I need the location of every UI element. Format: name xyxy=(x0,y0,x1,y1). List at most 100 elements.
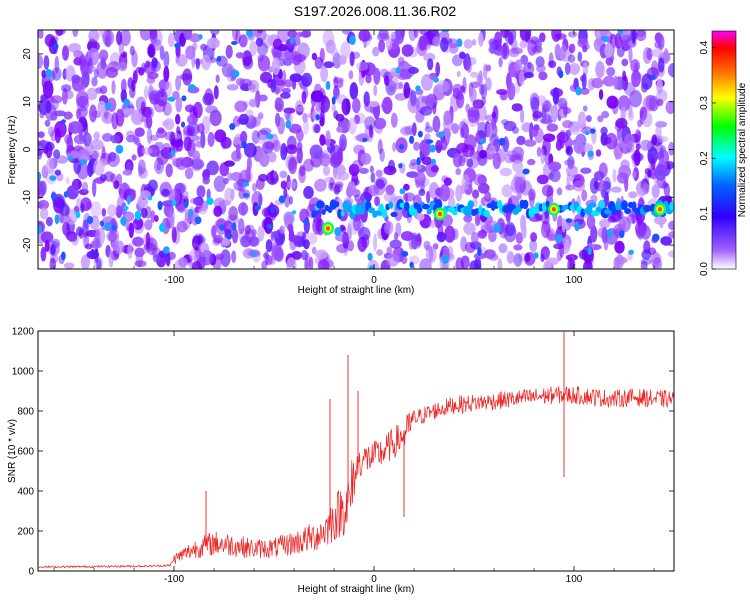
noise-blob xyxy=(657,57,665,73)
noise-blob xyxy=(601,110,610,119)
noise-blob xyxy=(53,110,66,117)
noise-blob xyxy=(467,106,480,123)
noise-blob xyxy=(430,158,436,165)
noise-blob xyxy=(616,172,629,184)
noise-blob xyxy=(587,77,595,91)
noise-blob xyxy=(564,62,571,75)
noise-blob xyxy=(634,129,641,146)
noise-blob xyxy=(601,188,606,199)
noise-blob xyxy=(123,98,131,107)
noise-blob xyxy=(195,58,200,70)
noise-blob xyxy=(655,124,662,140)
noise-blob xyxy=(577,111,587,129)
noise-blob xyxy=(551,30,562,42)
noise-blob xyxy=(86,87,98,101)
noise-blob xyxy=(205,105,218,114)
noise-blob xyxy=(251,228,257,237)
noise-blob xyxy=(284,107,291,121)
noise-blob xyxy=(149,30,158,40)
colorbar-ticks: 0.0 0.1 0.2 0.3 0.4 xyxy=(699,40,716,276)
noise-blob xyxy=(186,128,194,136)
band-point xyxy=(620,200,628,211)
band-point xyxy=(63,191,69,198)
noise-blob xyxy=(108,249,114,268)
noise-blob xyxy=(182,190,189,200)
band-point xyxy=(291,210,297,215)
noise-blob xyxy=(40,231,54,244)
noise-blob xyxy=(168,209,175,224)
noise-blob xyxy=(324,176,336,183)
noise-blob xyxy=(356,61,369,71)
noise-blob xyxy=(529,239,538,253)
noise-blob xyxy=(79,159,88,165)
noise-blob xyxy=(38,30,44,39)
noise-blob xyxy=(582,45,588,53)
noise-blob xyxy=(614,32,622,49)
noise-blob xyxy=(151,57,158,69)
noise-blob xyxy=(138,67,145,76)
noise-blob xyxy=(68,121,82,134)
noise-blob xyxy=(546,123,558,132)
noise-blob xyxy=(45,100,52,114)
noise-blob xyxy=(85,243,93,250)
band-point xyxy=(75,211,81,219)
noise-blob xyxy=(259,151,270,167)
noise-blob xyxy=(477,230,488,239)
noise-blob xyxy=(45,68,52,79)
noise-blob xyxy=(294,105,305,112)
band-point xyxy=(219,224,225,231)
noise-blob xyxy=(258,193,263,207)
noise-blob xyxy=(45,158,55,174)
noise-blob xyxy=(64,90,74,100)
noise-blob xyxy=(514,59,523,72)
snr-y-axis-label: SNR (10 * v/v) xyxy=(7,419,18,483)
noise-blob xyxy=(49,257,56,269)
noise-blob xyxy=(42,80,54,99)
colorbar-tick-label: 0.2 xyxy=(699,151,710,165)
noise-blob xyxy=(627,109,635,121)
band-point xyxy=(373,210,383,216)
band-point xyxy=(340,210,345,217)
noise-blob xyxy=(457,91,464,101)
noise-blob xyxy=(456,70,461,78)
noise-blob xyxy=(234,100,248,113)
noise-blob xyxy=(101,133,113,142)
noise-blob xyxy=(147,144,160,157)
noise-blob xyxy=(331,96,336,105)
y-tick-label: 0 xyxy=(22,146,33,152)
noise-blob xyxy=(393,82,402,90)
noise-blob xyxy=(239,78,253,87)
heatmap-y-ticks: -20 -10 0 10 20 xyxy=(22,48,674,252)
y-tick-label: 0 xyxy=(28,567,34,578)
noise-blob xyxy=(487,145,496,155)
noise-blob xyxy=(82,132,92,147)
noise-blob xyxy=(44,239,50,252)
noise-blob xyxy=(438,132,445,138)
noise-blob xyxy=(282,69,287,88)
noise-blob xyxy=(183,136,192,152)
noise-blob xyxy=(334,183,343,193)
noise-blob xyxy=(178,257,188,268)
noise-blob xyxy=(520,54,529,65)
noise-blob xyxy=(628,46,633,64)
noise-blob xyxy=(314,124,321,134)
noise-blob xyxy=(496,38,502,52)
noise-blob xyxy=(536,146,542,157)
noise-blob xyxy=(559,108,564,117)
noise-blob xyxy=(310,90,324,103)
noise-blob xyxy=(335,113,345,122)
band-peak xyxy=(326,226,330,231)
noise-blob xyxy=(375,169,383,178)
noise-blob xyxy=(595,149,602,157)
noise-blob xyxy=(660,236,673,246)
noise-blob xyxy=(542,133,556,142)
noise-blob xyxy=(654,41,662,49)
noise-blob xyxy=(631,69,641,88)
noise-blob xyxy=(466,58,472,73)
noise-blob xyxy=(301,90,307,104)
band-point xyxy=(483,210,490,218)
noise-blob xyxy=(257,42,269,56)
noise-blob xyxy=(607,215,616,222)
noise-blob xyxy=(231,250,237,263)
noise-blob xyxy=(508,31,514,46)
